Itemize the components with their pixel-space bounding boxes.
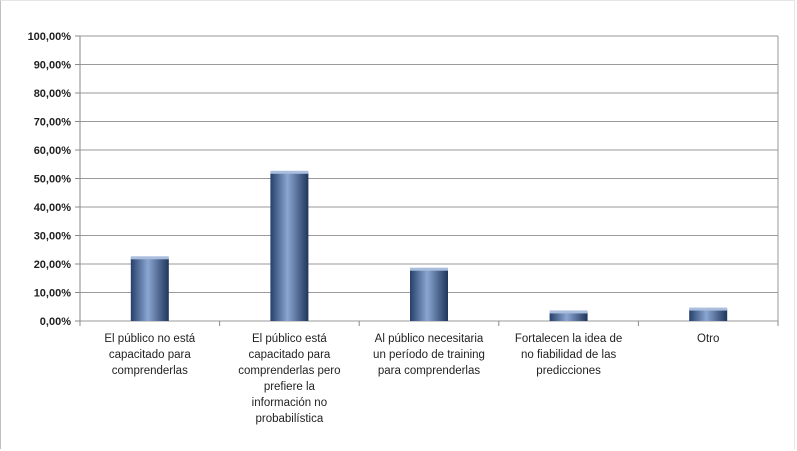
x-category-label-line: Otro: [697, 333, 720, 345]
x-category-label-line: comprenderlas: [111, 365, 188, 377]
axes: [79, 36, 779, 326]
bar-top: [270, 170, 309, 174]
y-axis-tick-labels: 0,00% 10,00% 20,00% 30,00% 40,00% 50,00% 60,00…: [28, 31, 72, 328]
y-tick-label: 30,00%: [34, 231, 72, 243]
y-tick-label: 80,00%: [34, 88, 72, 100]
x-category-label: Otro: [643, 331, 773, 347]
y-tick-label: 100,00%: [28, 31, 72, 43]
x-category-label-line: no fiabilidad de las: [520, 349, 617, 361]
x-category-label-line: información no: [251, 397, 328, 409]
bar: [410, 269, 448, 321]
y-tick-label: 20,00%: [34, 259, 72, 271]
x-category-label-line: predicciones: [536, 365, 601, 377]
x-category-label-line: Al público necesitaria: [374, 333, 484, 345]
bars: [130, 170, 728, 321]
bar-top: [410, 267, 448, 271]
bar: [270, 172, 309, 321]
x-category-label-line: para comprenderlas: [377, 365, 481, 377]
x-category-label-line: capacitado para: [108, 349, 191, 361]
y-tick-label: 70,00%: [34, 117, 72, 129]
x-category-label: Al público necesitaria un período de trai…: [364, 331, 494, 379]
y-tick-label: 90,00%: [34, 60, 72, 72]
y-tick-label: 60,00%: [34, 145, 72, 157]
y-tick-label: 0,00%: [40, 316, 71, 328]
x-category-label-line: capacitado para: [248, 349, 331, 361]
bar: [130, 258, 169, 321]
x-category-label: Fortalecen la idea de no fiabilidad de la…: [504, 331, 634, 379]
y-tick-label: 40,00%: [34, 202, 72, 214]
bar-top: [689, 307, 728, 311]
x-category-label-line: El público está: [251, 333, 327, 345]
x-category-label-line: Fortalecen la idea de: [514, 333, 623, 345]
x-category-label-line: probabilística: [255, 413, 324, 425]
y-tick-label: 50,00%: [34, 174, 72, 186]
x-category-label: El público está capacitado para comprender…: [224, 331, 354, 427]
bar: [549, 312, 588, 321]
x-category-label: El público no está capacitado para compren…: [85, 331, 215, 379]
x-category-label-line: prefiere la: [263, 381, 315, 393]
bar: [689, 309, 728, 321]
bar-top: [130, 256, 169, 260]
x-category-label-line: un período de training: [373, 349, 485, 361]
y-tick-label: 10,00%: [34, 288, 72, 300]
x-category-label-line: comprenderlas pero: [238, 365, 341, 377]
bar-top: [549, 310, 588, 314]
x-category-label-line: El público no está: [104, 333, 196, 345]
gridlines: [75, 35, 778, 322]
